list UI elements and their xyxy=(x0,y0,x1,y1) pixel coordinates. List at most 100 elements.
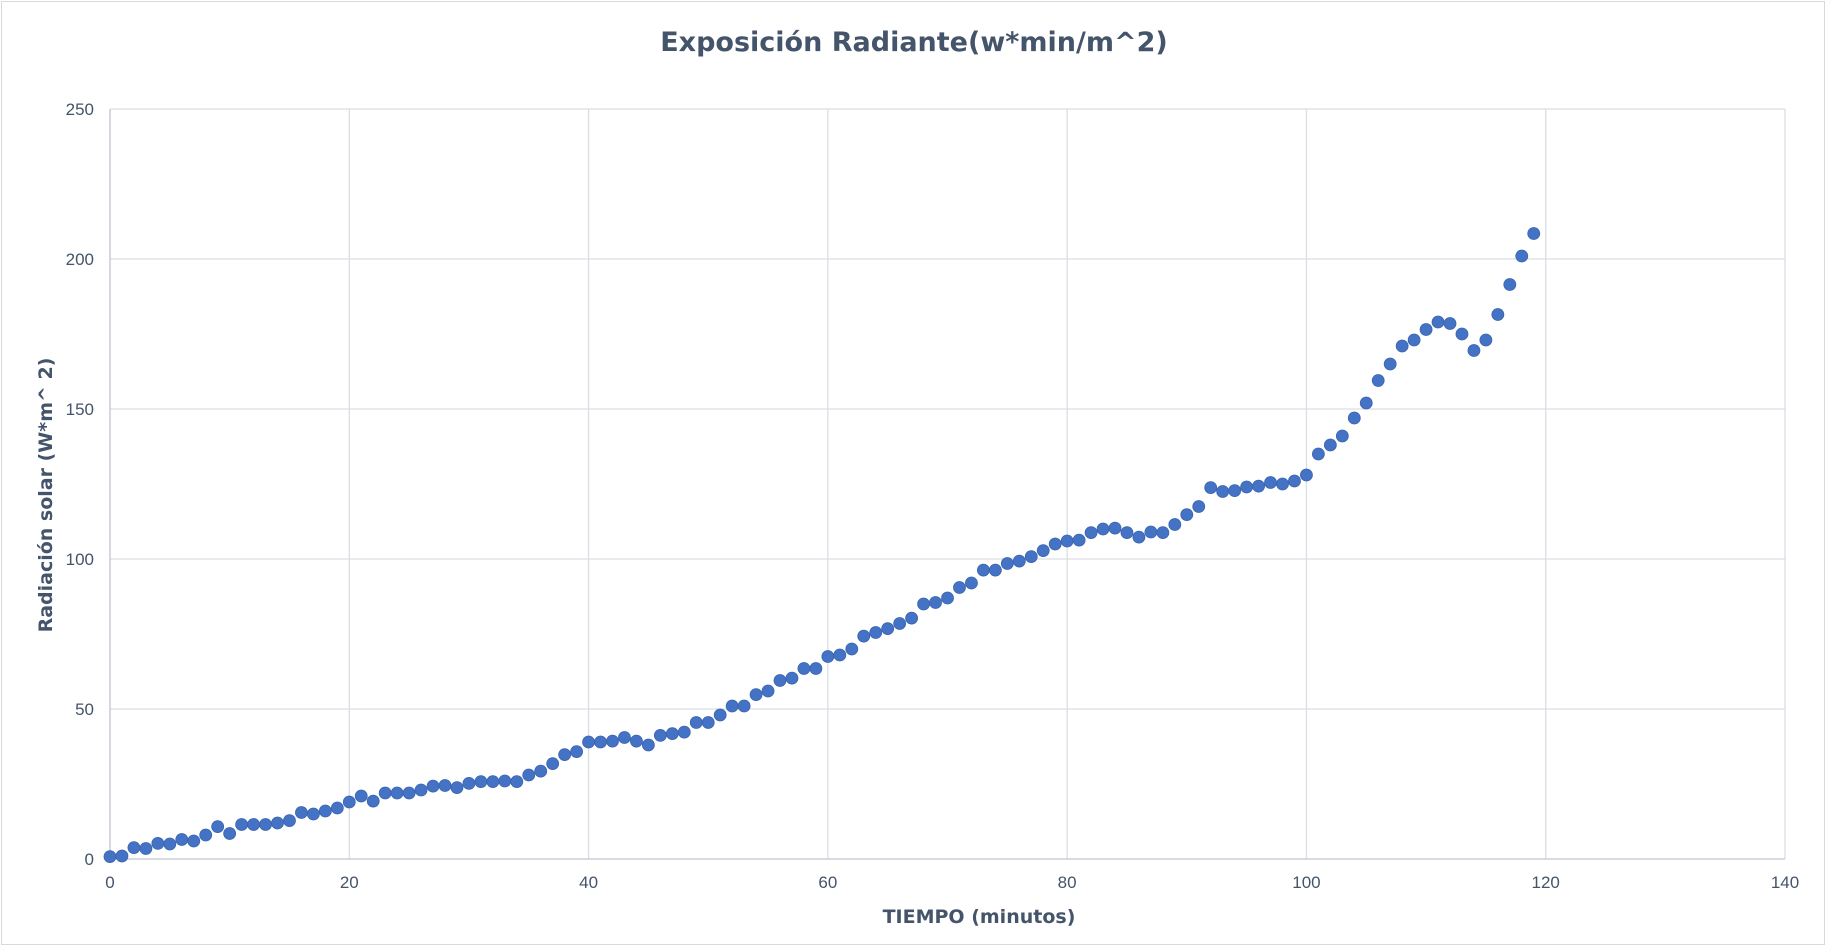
data-point xyxy=(1335,429,1349,443)
data-point xyxy=(546,757,560,770)
data-point xyxy=(1060,534,1074,548)
data-point xyxy=(426,779,440,793)
data-point xyxy=(402,786,416,800)
y-tick-label: 50 xyxy=(75,700,94,719)
data-point xyxy=(665,727,679,740)
data-point xyxy=(1443,317,1457,330)
data-point xyxy=(139,842,153,855)
data-point xyxy=(306,807,320,821)
x-tick-label: 20 xyxy=(340,873,359,892)
data-point xyxy=(773,674,787,687)
data-point xyxy=(450,781,464,794)
data-point xyxy=(1395,339,1409,353)
data-point xyxy=(127,841,141,854)
y-axis-title: Radiación solar (W*m^ 2) xyxy=(35,358,57,633)
data-point xyxy=(1156,526,1170,539)
data-point xyxy=(857,629,871,643)
data-point xyxy=(725,699,739,713)
data-point xyxy=(1024,550,1038,563)
data-point xyxy=(1072,533,1086,547)
data-point xyxy=(1527,227,1541,240)
data-point xyxy=(1132,530,1146,544)
data-point xyxy=(1048,537,1062,551)
data-point xyxy=(737,699,751,713)
data-point xyxy=(988,563,1002,577)
y-tick-label: 100 xyxy=(66,550,94,569)
data-point xyxy=(103,850,117,863)
data-point xyxy=(522,768,536,782)
data-point xyxy=(1288,474,1301,488)
data-point xyxy=(414,783,428,797)
data-point xyxy=(965,576,978,590)
data-point xyxy=(701,716,715,729)
data-point xyxy=(570,745,584,758)
data-point xyxy=(271,816,284,830)
data-point xyxy=(1419,323,1433,336)
data-point xyxy=(976,563,990,577)
data-point xyxy=(1276,477,1289,491)
data-point xyxy=(677,725,691,739)
data-point xyxy=(618,731,631,744)
data-point xyxy=(318,804,332,818)
data-point xyxy=(474,775,488,788)
chart-title: Exposición Radiante(w*min/m^2) xyxy=(660,27,1168,58)
data-point xyxy=(1383,357,1397,371)
data-point xyxy=(869,626,883,639)
data-point xyxy=(953,581,966,594)
data-point xyxy=(259,818,272,831)
data-point xyxy=(1180,508,1194,521)
data-points-layer xyxy=(103,227,1541,863)
data-point xyxy=(1252,479,1265,493)
data-point xyxy=(187,834,201,848)
tick-label-layer: 0 50 100 150 200 250 0 20 40 60 80 100 120 140 xyxy=(66,100,1800,892)
data-point xyxy=(1192,500,1206,513)
data-point xyxy=(1216,485,1230,498)
grid-layer xyxy=(109,108,1786,860)
x-tick-label: 60 xyxy=(818,873,837,892)
data-point xyxy=(223,827,237,840)
data-point xyxy=(1168,518,1182,531)
data-point xyxy=(1228,484,1242,498)
data-point xyxy=(761,684,775,698)
data-point xyxy=(1515,249,1529,263)
data-point xyxy=(1012,554,1026,568)
data-point xyxy=(1323,438,1337,452)
data-point xyxy=(941,591,954,605)
data-point xyxy=(283,814,296,827)
data-point xyxy=(199,828,213,842)
data-point xyxy=(713,708,727,722)
data-point xyxy=(653,729,667,742)
data-point xyxy=(833,648,847,662)
data-point xyxy=(438,779,452,792)
x-tick-label: 100 xyxy=(1292,873,1320,892)
data-point xyxy=(821,650,835,663)
data-point xyxy=(510,775,524,788)
data-point xyxy=(1347,411,1361,425)
data-point xyxy=(797,662,811,675)
data-point xyxy=(1455,327,1469,341)
data-point xyxy=(1084,526,1098,539)
y-tick-label: 0 xyxy=(85,850,94,869)
data-point xyxy=(1407,333,1421,347)
data-point xyxy=(1108,521,1122,535)
x-tick-label: 120 xyxy=(1532,873,1560,892)
data-point xyxy=(163,837,177,851)
data-point xyxy=(1371,374,1385,387)
data-point xyxy=(366,794,380,808)
data-point xyxy=(1503,278,1517,291)
data-point xyxy=(606,734,619,748)
data-point xyxy=(115,849,129,863)
data-point xyxy=(1096,522,1110,536)
x-axis-title: TIEMPO (minutos) xyxy=(883,906,1076,928)
data-point xyxy=(929,596,942,609)
data-point xyxy=(330,801,344,815)
y-tick-label: 200 xyxy=(66,250,94,269)
data-point xyxy=(175,833,189,846)
data-point xyxy=(1240,480,1254,494)
data-point xyxy=(295,806,308,819)
data-point xyxy=(462,777,476,790)
x-tick-label: 0 xyxy=(105,873,114,892)
data-point xyxy=(354,789,368,803)
data-point xyxy=(1264,476,1277,489)
